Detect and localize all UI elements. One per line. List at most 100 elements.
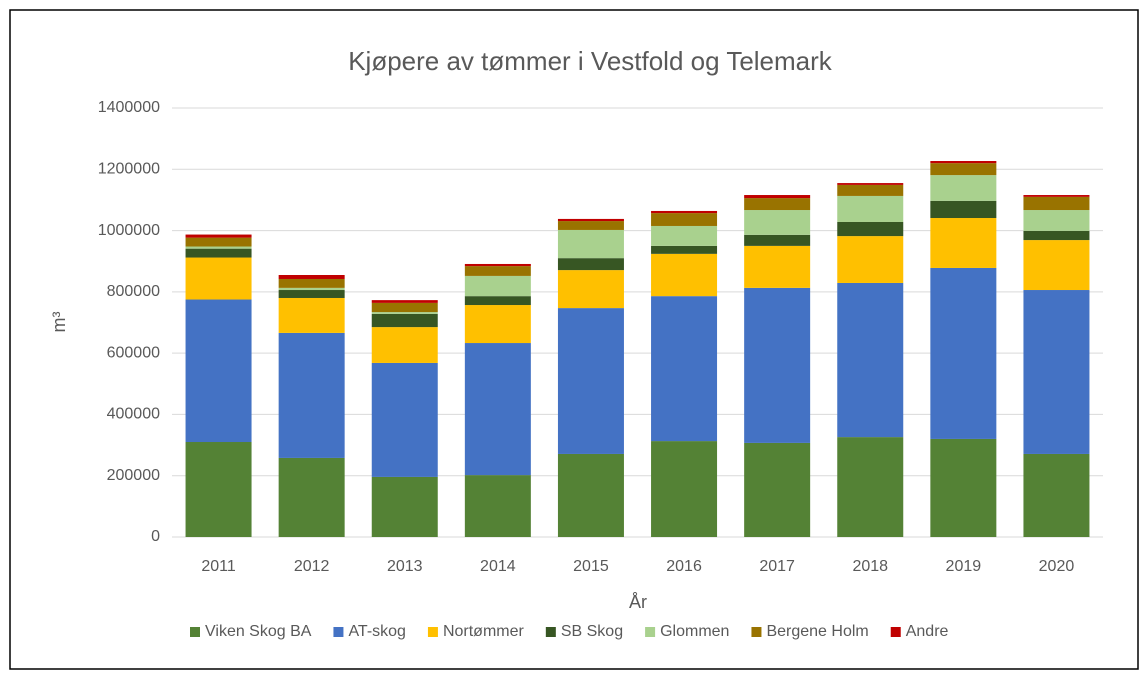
bar-segment (651, 253, 718, 297)
y-tick-label: 200000 (107, 467, 160, 484)
legend-swatch (333, 627, 344, 637)
bar-segment (464, 343, 531, 476)
bar-segment (651, 245, 718, 254)
bar-segment (557, 221, 624, 230)
bar-segment (651, 441, 718, 537)
bar-segment (185, 248, 252, 258)
bar-segment (744, 442, 811, 537)
bar-segment (744, 210, 811, 235)
y-axis-label: m³ (49, 312, 69, 333)
bar-segment (278, 290, 345, 298)
bar-segment (557, 453, 624, 537)
bar-segment (371, 302, 438, 313)
bar-segment (371, 313, 438, 328)
bar-segment (464, 266, 531, 276)
x-tick-label: 2014 (480, 558, 516, 575)
legend-label: Glommen (660, 623, 729, 640)
bar-segment (185, 442, 252, 537)
bar-segment (837, 184, 904, 196)
bar-segment (185, 234, 252, 238)
x-tick-label: 2012 (294, 558, 330, 575)
legend-swatch (427, 627, 438, 637)
bar-segment (185, 237, 252, 247)
bar-segment (185, 257, 252, 300)
bar-segment (930, 163, 997, 176)
bar-segment (1023, 453, 1090, 537)
bar-segment (464, 263, 531, 267)
legend-swatch (890, 627, 901, 637)
bar-segment (744, 287, 811, 443)
y-tick-label: 400000 (107, 406, 160, 423)
bar-segment (185, 246, 252, 249)
y-tick-label: 1000000 (98, 222, 160, 239)
x-tick-label: 2017 (759, 558, 795, 575)
x-tick-label: 2015 (573, 558, 609, 575)
bar-segment (557, 218, 624, 222)
bar-segment (930, 200, 997, 219)
legend-label: Andre (906, 623, 949, 640)
x-tick-label: 2013 (387, 558, 423, 575)
bar-segment (464, 296, 531, 306)
bar-segment (557, 258, 624, 271)
bar-segment (930, 175, 997, 201)
bar-segment (837, 195, 904, 222)
bar-segment (1023, 196, 1090, 211)
x-tick-label: 2020 (1039, 558, 1075, 575)
x-tick-label: 2019 (946, 558, 982, 575)
x-axis-label: År (629, 592, 647, 612)
y-tick-label: 800000 (107, 283, 160, 300)
bar-segment (371, 476, 438, 537)
legend-swatch (190, 627, 200, 637)
bar-segment (837, 282, 904, 438)
bar-segment (278, 332, 345, 458)
bar-segment (278, 457, 345, 537)
bar-segment (185, 299, 252, 443)
bar-segment (1023, 195, 1090, 197)
bar-segment (651, 210, 718, 214)
bar-segment (278, 275, 345, 279)
legend-label: SB Skog (561, 623, 623, 640)
x-tick-label: 2016 (666, 558, 702, 575)
bar-segment (1023, 290, 1090, 454)
bar-segment (1023, 210, 1090, 231)
bar-segment (371, 327, 438, 363)
bar-segment (278, 287, 345, 291)
bar-segment (744, 195, 811, 199)
y-tick-label: 1400000 (98, 99, 160, 116)
bar-segment (1023, 230, 1090, 241)
x-tick-label: 2011 (201, 558, 236, 575)
bar-segment (837, 221, 904, 237)
bar-segment (1023, 240, 1090, 291)
legend-label: AT-skog (348, 623, 406, 640)
bar-segment (930, 438, 997, 537)
legend-swatch (645, 627, 656, 637)
chart-title: Kjøpere av tømmer i Vestfold og Telemark (348, 46, 833, 76)
bar-segment (930, 218, 997, 268)
y-tick-label: 0 (151, 528, 160, 545)
bar-segment (744, 234, 811, 246)
bar-segment (278, 297, 345, 333)
bar-segment (557, 308, 624, 454)
bar-segment (278, 278, 345, 288)
y-tick-label: 600000 (107, 344, 160, 361)
bar-segment (837, 183, 904, 185)
legend-label: Nortømmer (443, 623, 525, 640)
bar-segment (744, 245, 811, 288)
bar-segment (557, 270, 624, 309)
bar-segment (651, 213, 718, 226)
bar-segment (371, 362, 438, 477)
bar-segment (930, 267, 997, 439)
bar-segment (837, 437, 904, 537)
bar-segment (464, 275, 531, 297)
bar-segment (744, 198, 811, 211)
bar-segment (557, 229, 624, 259)
bar-segment (464, 305, 531, 344)
bar-segment (837, 236, 904, 283)
bar-segment (651, 225, 718, 246)
bar-segment (464, 475, 531, 537)
legend-swatch (751, 627, 762, 637)
bar-segment (651, 296, 718, 442)
x-tick-label: 2018 (852, 558, 888, 575)
bar-segment (371, 312, 438, 314)
